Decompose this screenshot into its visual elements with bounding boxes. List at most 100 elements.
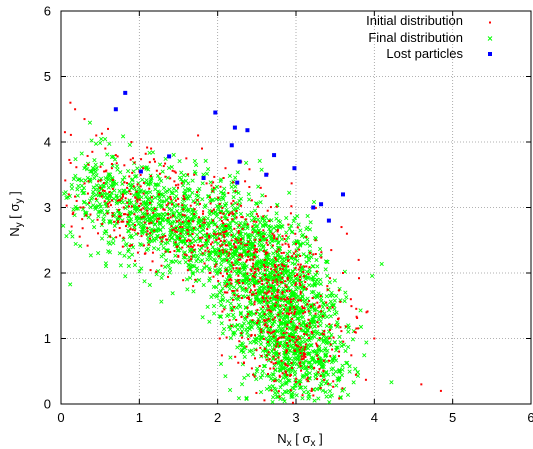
final-distribution-point: [103, 229, 108, 234]
final-distribution-point: [92, 225, 97, 230]
initial-distribution-point: [75, 199, 78, 202]
final-distribution-point: [234, 221, 239, 226]
final-distribution-point: [129, 217, 134, 222]
initial-distribution-point: [282, 336, 285, 339]
initial-distribution-point: [342, 272, 344, 274]
initial-distribution-point: [246, 315, 249, 318]
initial-distribution-point: [298, 383, 301, 386]
initial-distribution-point: [269, 325, 272, 328]
initial-distribution-point: [274, 257, 277, 260]
initial-distribution-point: [295, 344, 298, 347]
initial-distribution-point: [106, 212, 109, 215]
initial-distribution-point: [223, 308, 226, 311]
initial-distribution-point: [193, 244, 196, 247]
final-distribution-point: [279, 237, 284, 242]
final-distribution-point: [241, 345, 246, 350]
initial-distribution-point: [118, 215, 121, 218]
initial-distribution-point: [315, 342, 318, 345]
initial-distribution-point: [208, 235, 211, 238]
initial-distribution-point: [287, 223, 290, 226]
initial-distribution-point: [111, 212, 114, 215]
initial-distribution-point: [355, 327, 358, 330]
final-distribution-point: [96, 214, 101, 219]
final-distribution-point: [342, 298, 347, 304]
initial-distribution-point: [253, 248, 256, 251]
initial-distribution-point: [133, 224, 136, 227]
initial-distribution-point: [252, 220, 255, 223]
final-distribution-point: [75, 193, 80, 198]
initial-distribution-point: [270, 267, 273, 270]
initial-distribution-point: [146, 146, 149, 149]
initial-distribution-point: [219, 239, 222, 242]
final-distribution-point: [254, 201, 260, 206]
initial-distribution-point: [272, 362, 275, 365]
final-distribution-point: [290, 394, 295, 399]
initial-distribution-point: [308, 322, 311, 325]
final-distribution-point: [227, 223, 232, 228]
final-distribution-point: [311, 199, 317, 205]
final-distribution-point: [99, 236, 105, 241]
final-distribution-point: [143, 194, 149, 199]
initial-distribution-point: [230, 202, 233, 205]
initial-distribution-point: [304, 355, 307, 358]
initial-distribution-point: [165, 204, 168, 207]
legend-marker-initial: [489, 21, 491, 24]
initial-distribution-point: [223, 291, 226, 294]
final-distribution-point: [332, 354, 337, 359]
initial-distribution-point: [224, 167, 227, 170]
initial-distribution-point: [154, 207, 157, 210]
final-distribution-point: [217, 314, 222, 319]
initial-distribution-point: [271, 232, 274, 235]
initial-distribution-point: [373, 337, 376, 340]
final-distribution-point: [338, 369, 343, 374]
final-distribution-point: [223, 374, 228, 379]
initial-distribution-point: [275, 258, 278, 261]
final-distribution-point: [204, 264, 209, 269]
initial-distribution-point: [355, 315, 358, 318]
initial-distribution-point: [265, 319, 268, 322]
initial-distribution-point: [212, 181, 215, 184]
initial-distribution-point: [191, 246, 194, 249]
initial-distribution-point: [232, 199, 235, 202]
final-distribution-point: [160, 271, 165, 277]
initial-distribution-point: [222, 234, 225, 237]
final-distribution-point: [277, 367, 282, 372]
initial-distribution-point: [183, 214, 186, 217]
initial-distribution-point: [299, 361, 302, 364]
initial-distribution-point: [298, 266, 301, 269]
initial-distribution-point: [148, 187, 151, 190]
final-distribution-point: [195, 201, 200, 207]
final-distribution-point: [338, 298, 343, 303]
initial-distribution-point: [235, 318, 238, 321]
initial-distribution-point: [192, 227, 195, 230]
initial-distribution-point: [247, 250, 250, 253]
final-distribution-point: [221, 226, 226, 231]
initial-distribution-point: [365, 311, 368, 314]
initial-distribution-point: [291, 366, 294, 369]
initial-distribution-point: [237, 230, 240, 233]
initial-distribution-point: [261, 296, 264, 299]
initial-distribution-point: [215, 263, 218, 266]
final-distribution-point: [205, 166, 211, 172]
final-distribution-point: [102, 191, 107, 196]
initial-distribution-point: [128, 175, 131, 178]
initial-distribution-point: [342, 340, 345, 343]
final-distribution-point: [139, 220, 144, 226]
final-distribution-point: [304, 371, 309, 377]
final-distribution-point: [350, 337, 356, 342]
initial-distribution-point: [285, 331, 288, 334]
initial-distribution-point: [148, 222, 151, 225]
initial-distribution-point: [149, 269, 152, 272]
final-distribution-point: [319, 298, 324, 304]
initial-distribution-point: [118, 234, 121, 237]
initial-distribution-point: [129, 227, 132, 230]
final-distribution-point: [219, 258, 224, 264]
final-distribution-point: [317, 344, 322, 349]
initial-distribution-point: [274, 316, 277, 319]
initial-distribution-point: [258, 238, 261, 241]
initial-distribution-point: [224, 225, 227, 228]
final-distribution-point: [289, 223, 294, 228]
final-distribution-point: [158, 192, 164, 197]
legend-marker-final: [487, 36, 493, 41]
final-distribution-point: [161, 185, 167, 191]
